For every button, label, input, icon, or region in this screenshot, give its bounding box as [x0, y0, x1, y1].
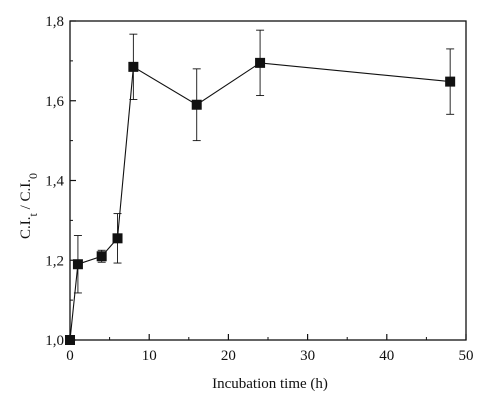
x-tick-label: 50: [459, 348, 474, 364]
x-tick-label: 40: [379, 348, 394, 364]
y-axis-label-sep: / C.I.: [18, 179, 34, 213]
data-point: [72, 259, 83, 270]
x-tick-label: 10: [142, 348, 157, 364]
y-axis-label-sub-t: t: [26, 213, 40, 217]
data-point: [191, 99, 202, 110]
x-tick-label: 30: [300, 348, 315, 364]
data-point: [96, 251, 107, 262]
series-line: [69, 62, 451, 341]
y-tick-label: 1,6: [45, 94, 64, 110]
x-tick-label: 0: [66, 348, 74, 364]
data-point: [65, 335, 75, 345]
y-tick-label: 1,8: [45, 14, 64, 30]
data-point: [128, 61, 139, 72]
series-line-group: [69, 62, 451, 341]
y-tick-label: 1,2: [45, 253, 64, 269]
y-axis-label: C.I.t / C.I.0: [18, 173, 40, 239]
y-tick-label: 1,0: [45, 333, 64, 349]
data-point-group: [65, 57, 456, 345]
y-tick-label: 1,4: [45, 174, 64, 190]
y-axis-label-main: C.I.: [18, 217, 34, 240]
data-point: [255, 57, 266, 68]
data-point: [445, 76, 456, 87]
x-axis-label: Incubation time (h): [212, 376, 328, 392]
axis-ticks: 0 10 20 30 40 50 1,0 1,2 1,4 1,6 1,8: [45, 14, 473, 364]
y-axis-label-sub-0: 0: [26, 173, 40, 179]
x-tick-label: 20: [221, 348, 236, 364]
data-point: [112, 233, 123, 244]
